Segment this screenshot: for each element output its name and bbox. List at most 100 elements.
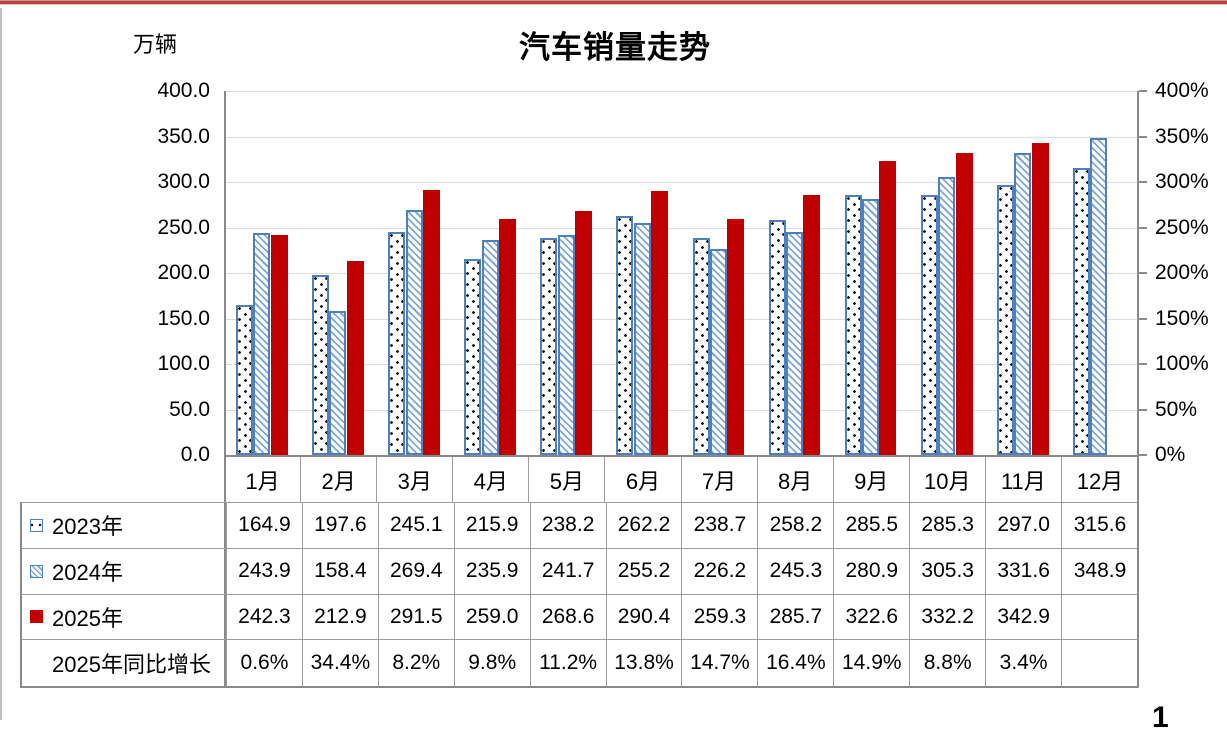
table-cell: 291.5 xyxy=(378,594,455,641)
bar-2023年-4月 xyxy=(464,258,482,455)
bar-2023年-11月 xyxy=(996,184,1014,455)
month-label: 9月 xyxy=(834,457,910,502)
right-axis-tick-label: 350% xyxy=(1155,124,1209,148)
table-cell: 259.3 xyxy=(682,594,759,641)
table-cell: 9.8% xyxy=(455,640,531,686)
data-table: 2023年 164.9 197.6 245.1 215.9 238.2 262.2 238.7… xyxy=(20,502,1138,688)
right-axis-tick-label: 50% xyxy=(1155,397,1198,421)
table-cell: 322.6 xyxy=(834,594,911,641)
table-cell: 197.6 xyxy=(302,503,379,549)
bar-2025年-3月 xyxy=(422,189,440,455)
left-axis-tick-label: 50.0 xyxy=(169,397,210,421)
bar-2024年-7月 xyxy=(709,249,727,455)
bar-2024年-1月 xyxy=(253,233,271,455)
row-label-2023年: 2023年 xyxy=(22,503,227,549)
gridline xyxy=(225,273,1138,274)
table-cell: 297.0 xyxy=(986,503,1063,549)
table-cell: 348.9 xyxy=(1062,549,1138,595)
table-cell: 238.7 xyxy=(682,503,759,549)
table-cell: 212.9 xyxy=(302,594,379,641)
right-axis-tick-label: 250% xyxy=(1155,215,1209,239)
gridline xyxy=(225,364,1138,365)
month-label: 10月 xyxy=(910,457,986,502)
bar-2023年-10月 xyxy=(920,195,938,455)
bar-2024年-10月 xyxy=(938,177,956,455)
month-label: 6月 xyxy=(605,457,682,502)
table-cell: 226.2 xyxy=(682,548,759,595)
right-axis-tick-label: 0% xyxy=(1155,443,1186,466)
table-cell: 290.4 xyxy=(606,594,683,641)
table-cell: 268.6 xyxy=(530,594,607,641)
page-edge-line xyxy=(0,8,2,720)
left-axis-tick-label: 300.0 xyxy=(157,170,210,193)
right-axis-tick-label: 400% xyxy=(1155,79,1209,102)
legend-key-hatched-icon xyxy=(30,564,43,578)
right-axis-tick xyxy=(1139,272,1147,274)
right-axis-tick-label: 100% xyxy=(1155,352,1209,375)
table-cell: 332.2 xyxy=(910,594,987,641)
axis-unit-label: 万辆 xyxy=(133,32,178,57)
table-cell: 305.3 xyxy=(910,548,987,595)
gridline xyxy=(225,227,1138,229)
right-axis-tick xyxy=(1139,90,1147,92)
bar-2025年-10月 xyxy=(955,152,973,455)
bar-2023年-3月 xyxy=(388,231,406,455)
right-axis-tick xyxy=(1139,317,1147,320)
table-cell: 243.9 xyxy=(227,548,303,595)
table-cell: 13.8% xyxy=(607,640,683,686)
bar-2023年-12月 xyxy=(1072,167,1090,455)
table-cell: 8.8% xyxy=(910,640,987,686)
left-axis-tick-label: 150.0 xyxy=(157,306,210,330)
bar-2025年-2月 xyxy=(346,261,364,455)
plot-area xyxy=(225,91,1138,455)
legend-key-red-icon xyxy=(30,610,43,624)
table-cell: 285.7 xyxy=(758,594,835,641)
right-axis-tick xyxy=(1139,408,1147,411)
right-axis-tick xyxy=(1139,226,1147,229)
month-label: 5月 xyxy=(529,457,606,502)
legend-key-dotted-icon xyxy=(30,518,43,532)
row-label-text: 2025年同比增长 xyxy=(52,652,211,678)
table-cell: 259.0 xyxy=(454,594,531,641)
right-axis-tick xyxy=(1139,135,1147,138)
table-cell: 331.6 xyxy=(986,548,1063,595)
key-spacer xyxy=(30,657,43,670)
month-label: 7月 xyxy=(682,457,758,502)
gridline xyxy=(225,182,1138,183)
bar-2024年-11月 xyxy=(1014,153,1032,455)
month-header-row: 1月 2月 3月 4月 5月 6月 7月 8月 9月 10月 11月 12月 xyxy=(225,455,1138,502)
table-cell: 242.3 xyxy=(227,594,303,641)
bar-2025年-8月 xyxy=(803,195,821,455)
table-cell: 269.4 xyxy=(378,548,455,595)
month-label: 11月 xyxy=(986,457,1062,502)
page-number: 1 xyxy=(1152,701,1169,734)
bar-2025年-7月 xyxy=(727,219,745,455)
bar-2025年-1月 xyxy=(270,234,288,455)
bar-2025年-9月 xyxy=(879,161,897,455)
table-cell: 241.7 xyxy=(530,548,607,595)
bar-2023年-9月 xyxy=(844,195,862,455)
bar-2025年-6月 xyxy=(651,190,669,455)
row-label-text: 2023年 xyxy=(52,514,123,540)
bar-2024年-5月 xyxy=(557,235,575,455)
table-cell: 235.9 xyxy=(454,548,531,595)
table-cell: 285.5 xyxy=(834,503,911,549)
chart-title: 汽车销量走势 xyxy=(519,30,711,65)
table-cell: 258.2 xyxy=(758,503,835,549)
left-axis-tick-label: 400.0 xyxy=(157,79,210,102)
left-axis-line xyxy=(224,91,226,688)
bar-2024年-9月 xyxy=(862,199,880,455)
month-label: 3月 xyxy=(377,457,454,502)
left-axis-tick-label: 0.0 xyxy=(180,443,210,466)
month-label: 12月 xyxy=(1076,468,1124,494)
bar-2023年-1月 xyxy=(236,304,253,455)
top-accent-bar xyxy=(0,0,1227,5)
table-cell: 280.9 xyxy=(834,548,911,595)
right-axis-tick xyxy=(1139,363,1147,365)
table-cell: 238.2 xyxy=(530,503,607,549)
bar-2025年-11月 xyxy=(1031,142,1049,455)
table-cell: 0.6% xyxy=(227,640,303,686)
left-axis-tick-label: 100.0 xyxy=(157,352,210,375)
row-label-2025年同比增长: 2025年同比增长 xyxy=(22,640,227,686)
row-label-text: 2025年 xyxy=(52,605,123,631)
